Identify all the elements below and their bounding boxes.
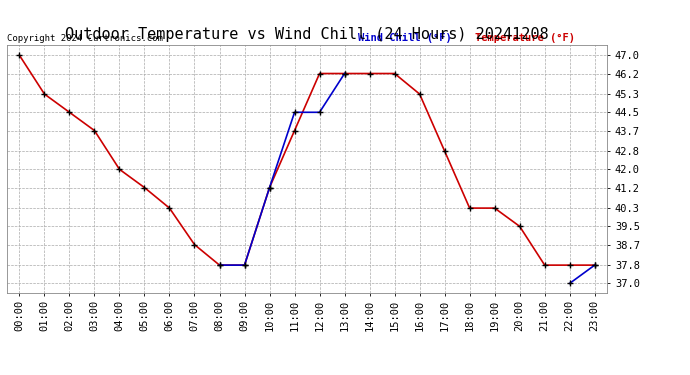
Text: Copyright 2024 Curtronics.com: Copyright 2024 Curtronics.com [7, 33, 163, 42]
Text: Wind Chill (°F): Wind Chill (°F) [358, 33, 452, 42]
Title: Outdoor Temperature vs Wind Chill (24 Hours) 20241208: Outdoor Temperature vs Wind Chill (24 Ho… [66, 27, 549, 42]
Text: Temperature (°F): Temperature (°F) [475, 33, 575, 42]
